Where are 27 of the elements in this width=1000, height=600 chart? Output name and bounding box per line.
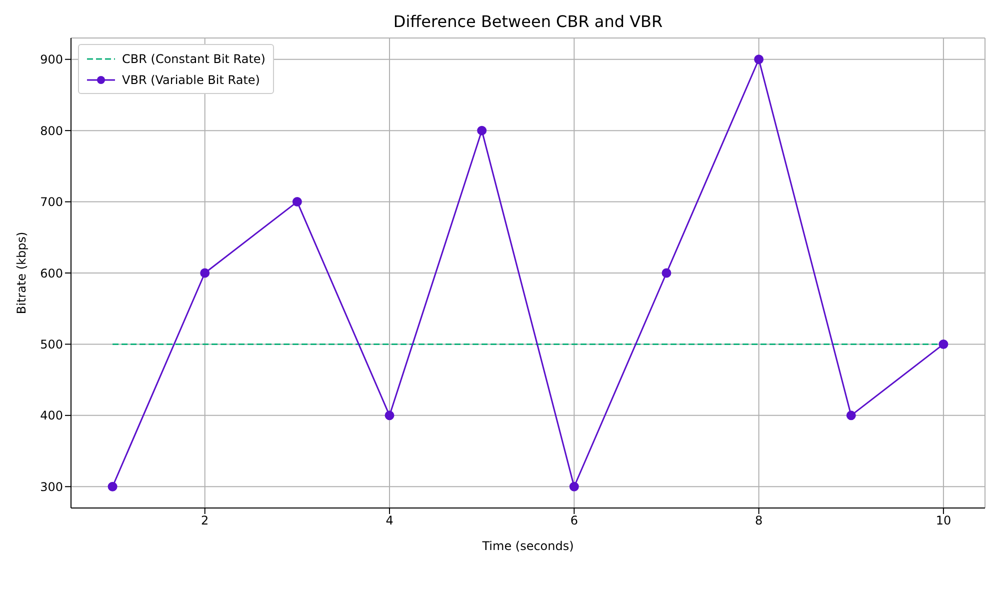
x-tick-label: 10 — [936, 514, 952, 528]
y-tick-label: 600 — [40, 266, 63, 280]
y-tick-label: 400 — [40, 408, 63, 423]
point — [477, 126, 487, 136]
legend-label: VBR (Variable Bit Rate) — [122, 72, 260, 86]
y-tick-label: 500 — [40, 337, 63, 352]
x-tick-label: 8 — [754, 514, 763, 528]
chart-title: Difference Between CBR and VBR — [392, 12, 664, 31]
legend-label: CBR (Constant Bit Rate) — [122, 52, 266, 66]
point — [292, 197, 302, 207]
y-tick-label: 800 — [40, 124, 63, 138]
x-axis-title: Time (seconds) — [481, 539, 574, 553]
point — [754, 54, 764, 64]
point — [938, 339, 948, 349]
point — [200, 268, 210, 278]
point — [384, 410, 394, 420]
point — [846, 410, 856, 420]
y-tick-label: 700 — [40, 195, 63, 210]
point — [108, 482, 118, 492]
point — [662, 268, 672, 278]
x-tick-label: 2 — [201, 514, 209, 528]
y-axis-title: Bitrate (kbps) — [14, 232, 28, 314]
y-tick-label: 300 — [40, 480, 63, 494]
x-tick-label: 4 — [386, 514, 394, 528]
x-tick-label: 6 — [570, 514, 578, 528]
y-tick-label: 900 — [40, 52, 63, 67]
point — [569, 482, 579, 492]
